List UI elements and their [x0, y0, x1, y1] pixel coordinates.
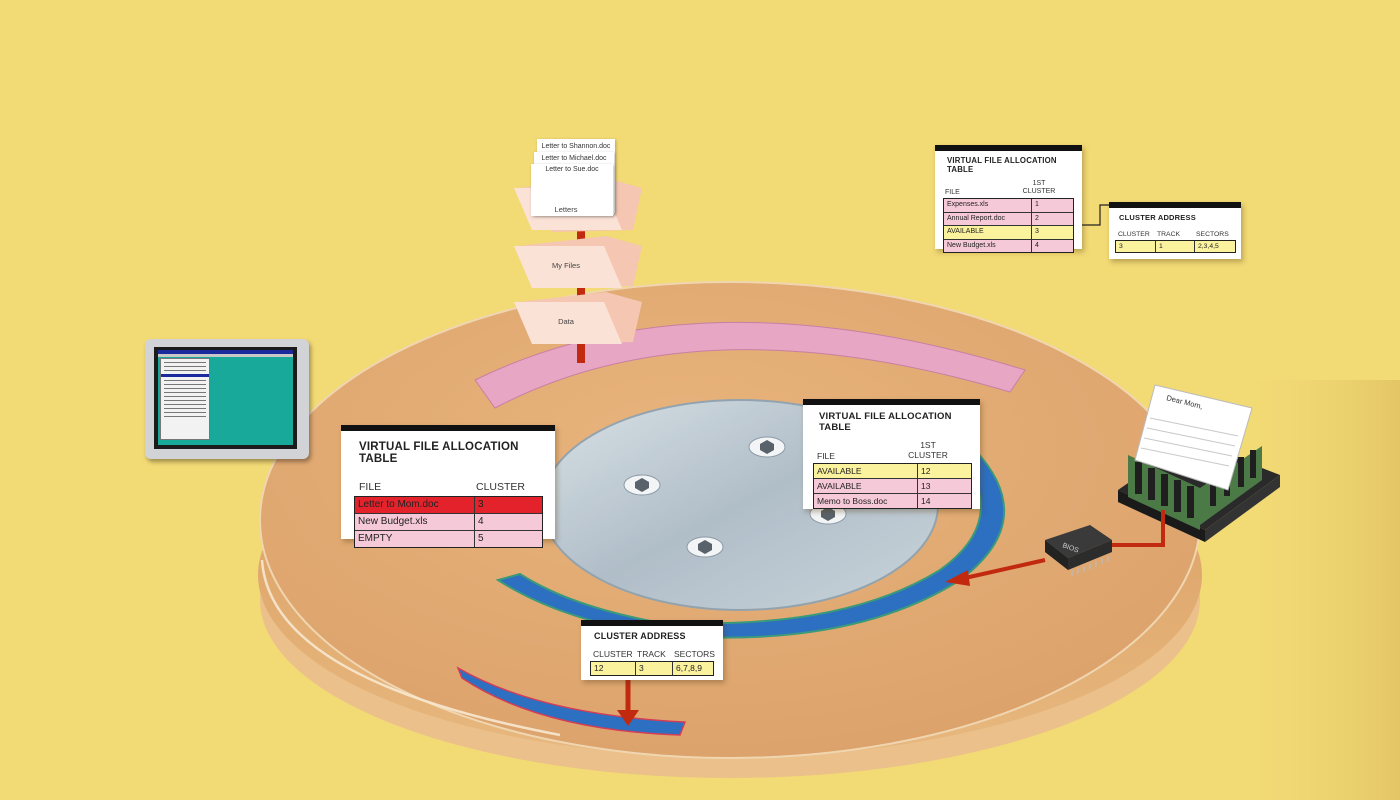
table-row: 12 3 6,7,8,9	[591, 662, 713, 675]
table-title: VIRTUAL FILE ALLOCATION TABLE	[947, 156, 1057, 174]
sectors-cell: 2,3,4,5	[1194, 241, 1235, 252]
letter-paper	[1134, 384, 1253, 491]
table-row: Annual Report.doc 2	[944, 212, 1073, 226]
document-label: Letter to Shannon.doc	[541, 143, 611, 150]
computer-monitor	[145, 339, 309, 459]
table-row: AVAILABLE 12	[814, 464, 971, 479]
track-cell: 3	[635, 662, 672, 675]
file-cell: Letter to Mom.doc	[358, 499, 439, 510]
table-row: AVAILABLE 13	[814, 479, 971, 494]
table-row: AVAILABLE 3	[944, 226, 1073, 240]
table-title: VIRTUAL FILE ALLOCATION TABLE	[359, 441, 519, 465]
cluster-cell: 12	[917, 464, 971, 478]
cluster-cell: 12	[594, 663, 604, 673]
cluster-cell: 5	[474, 531, 542, 547]
cluster-cell: 3	[474, 497, 542, 513]
file-cell: Memo to Boss.doc	[817, 496, 888, 506]
folder-data	[514, 292, 642, 344]
col-cluster-2: CLUSTER	[908, 450, 948, 461]
file-cell: AVAILABLE	[817, 481, 862, 491]
cluster-cell: 4	[474, 514, 542, 530]
cluster-cell: 2	[1031, 212, 1073, 225]
monitor-screen	[154, 347, 297, 449]
file-menu-dropdown	[160, 358, 210, 440]
cluster-cell: 14	[917, 494, 971, 508]
table-row: Letter to Mom.doc 3	[355, 497, 542, 514]
file-cell: AVAILABLE	[817, 466, 862, 476]
track-cell: 1	[1155, 241, 1194, 252]
col-cluster-1: 1ST	[1032, 179, 1046, 187]
cluster-cell: 3	[1119, 243, 1123, 250]
vfat-table-top: VIRTUAL FILE ALLOCATION TABLE FILE 1ST C…	[935, 145, 1082, 253]
folder-label-my-files: My Files	[552, 261, 580, 270]
table-row: Expenses.xls 1	[944, 199, 1073, 213]
col-cluster-2: CLUSTER	[1022, 187, 1056, 195]
document-sue: Letter to Sue.doc	[531, 164, 613, 216]
connector-line	[1075, 204, 1112, 226]
table-row: New Budget.xls 4	[355, 514, 542, 531]
cluster-address-table-top: CLUSTER ADDRESS CLUSTER TRACK SECTORS 3 …	[1109, 202, 1241, 259]
col-cluster: CLUSTER	[476, 481, 526, 493]
table-title: VIRTUAL FILE ALLOCATION TABLE	[819, 411, 952, 433]
folder-pole	[577, 225, 585, 363]
col-cluster-1: 1ST	[920, 440, 936, 451]
file-cell: New Budget.xls	[947, 241, 996, 249]
col-track: TRACK	[1157, 231, 1181, 238]
word-processor-window	[158, 350, 293, 445]
col-cluster: CLUSTER	[1118, 231, 1150, 238]
folder-label-letters: Letters	[554, 205, 578, 214]
table-row: Memo to Boss.doc 14	[814, 494, 971, 508]
document-label: Letter to Sue.doc	[545, 166, 599, 173]
cluster-cell: 1	[1031, 199, 1073, 212]
table-title: CLUSTER ADDRESS	[594, 631, 686, 641]
file-cell: Annual Report.doc	[947, 214, 1005, 222]
folder-my-files	[514, 236, 642, 288]
cluster-address-table-bottom: CLUSTER ADDRESS CLUSTER TRACK SECTORS 12…	[581, 620, 723, 680]
folder-label-data: Data	[558, 317, 574, 326]
table-row: New Budget.xls 4	[944, 239, 1073, 252]
col-sectors: SECTORS	[674, 649, 715, 659]
table-title: CLUSTER ADDRESS	[1119, 213, 1196, 222]
cluster-cell: 13	[917, 479, 971, 493]
file-cell: EMPTY	[358, 533, 393, 544]
background-shade	[1230, 380, 1400, 800]
vfat-table-left: VIRTUAL FILE ALLOCATION TABLE FILE CLUST…	[341, 425, 555, 548]
table-row: EMPTY 5	[355, 531, 542, 547]
window-titlebar	[158, 350, 293, 354]
red-arrows	[617, 510, 1165, 726]
vfat-table-right: VIRTUAL FILE ALLOCATION TABLE FILE 1ST C…	[803, 399, 980, 509]
col-file: FILE	[817, 451, 835, 461]
bios-chip	[1045, 525, 1112, 576]
cluster-cell: 4	[1031, 239, 1073, 252]
col-track: TRACK	[637, 649, 666, 659]
ram-module	[1118, 440, 1280, 542]
sectors-cell: 6,7,8,9	[672, 662, 713, 675]
col-cluster: CLUSTER	[593, 649, 633, 659]
table-row: 3 1 2,3,4,5	[1116, 241, 1235, 252]
window-menubar	[158, 354, 293, 357]
document-label: Letter to Michael.doc	[541, 155, 607, 162]
file-cell: New Budget.xls	[358, 516, 428, 527]
col-sectors: SECTORS	[1196, 231, 1229, 238]
file-cell: AVAILABLE	[947, 228, 984, 235]
file-cell: Expenses.xls	[947, 201, 989, 208]
col-file: FILE	[359, 481, 382, 493]
cluster-cell: 3	[1031, 226, 1073, 239]
col-file: FILE	[945, 189, 960, 196]
